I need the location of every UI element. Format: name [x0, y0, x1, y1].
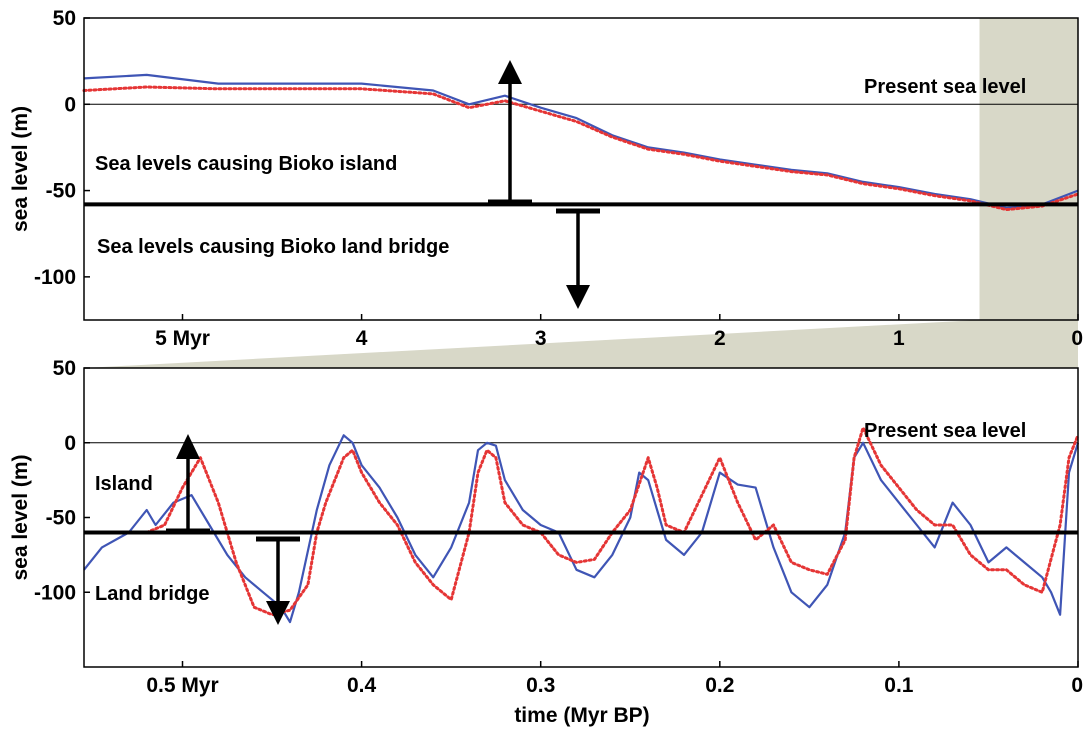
bottom-island-label: Island: [95, 473, 153, 495]
x-tick-label: 0.2: [705, 674, 734, 697]
y-tick-label: -100: [34, 266, 76, 289]
x-tick-label: 3: [535, 327, 547, 350]
bottom-panel: 50 0 -50 -100 0.5 Myr 0.4 0.3 0.2 0.1 0 sea leve…: [9, 357, 1083, 727]
bottom-plot-frame: [83, 367, 1079, 668]
x-tick-label: 5 Myr: [155, 327, 210, 350]
bottom-y-axis-label: sea level (m): [9, 454, 32, 580]
top-island-arrow: [488, 60, 532, 205]
top-series-blue-solid-line: [83, 73, 1079, 209]
x-tick-label: 0.4: [347, 674, 377, 697]
top-highlight-range: [979, 18, 1078, 320]
x-tick-label: 0.1: [884, 674, 914, 697]
x-tick-label: 2: [714, 327, 726, 350]
top-present-sea-level-label: Present sea level: [864, 76, 1026, 98]
y-tick-label: -50: [46, 507, 76, 530]
x-tick-label: 0: [1071, 327, 1083, 350]
y-tick-label: -100: [34, 581, 76, 604]
top-island-label: Sea levels causing Bioko island: [95, 153, 397, 175]
y-tick-label: 50: [53, 7, 76, 30]
x-tick-label: 0: [1071, 674, 1083, 697]
bottom-present-sea-level-label: Present sea level: [864, 420, 1026, 442]
y-tick-label: -50: [46, 180, 76, 203]
x-tick-label: 4: [356, 327, 368, 350]
bottom-x-axis-label: time (Myr BP): [514, 704, 649, 727]
top-land-bridge-label: Sea levels causing Bioko land bridge: [97, 236, 449, 258]
top-y-axis-label: sea level (m): [9, 106, 32, 232]
bot-series-red-dotted-line: [145, 426, 1080, 617]
top-plot-frame: [83, 17, 1079, 321]
y-tick-label: 0: [64, 93, 76, 116]
top-land-bridge-arrow: [556, 208, 600, 309]
x-tick-label: 0.3: [526, 674, 555, 697]
bottom-land-bridge-arrow: [256, 536, 300, 625]
x-tick-label: 1: [893, 327, 905, 350]
x-tick-label: 0.5 Myr: [146, 674, 218, 697]
y-tick-label: 0: [64, 432, 76, 455]
bot-series-blue-solid-line: [83, 434, 1080, 624]
bottom-island-arrow: [166, 434, 210, 534]
y-tick-label: 50: [53, 357, 76, 380]
bottom-land-bridge-label: Land bridge: [95, 583, 209, 605]
zoom-connector-band: [84, 320, 1078, 368]
top-panel: 50 0 -50 -100 5 Myr 4 3 2 1 0 sea level (m) Pres…: [9, 7, 1083, 350]
top-series-red-dotted-line: [82, 85, 1080, 212]
